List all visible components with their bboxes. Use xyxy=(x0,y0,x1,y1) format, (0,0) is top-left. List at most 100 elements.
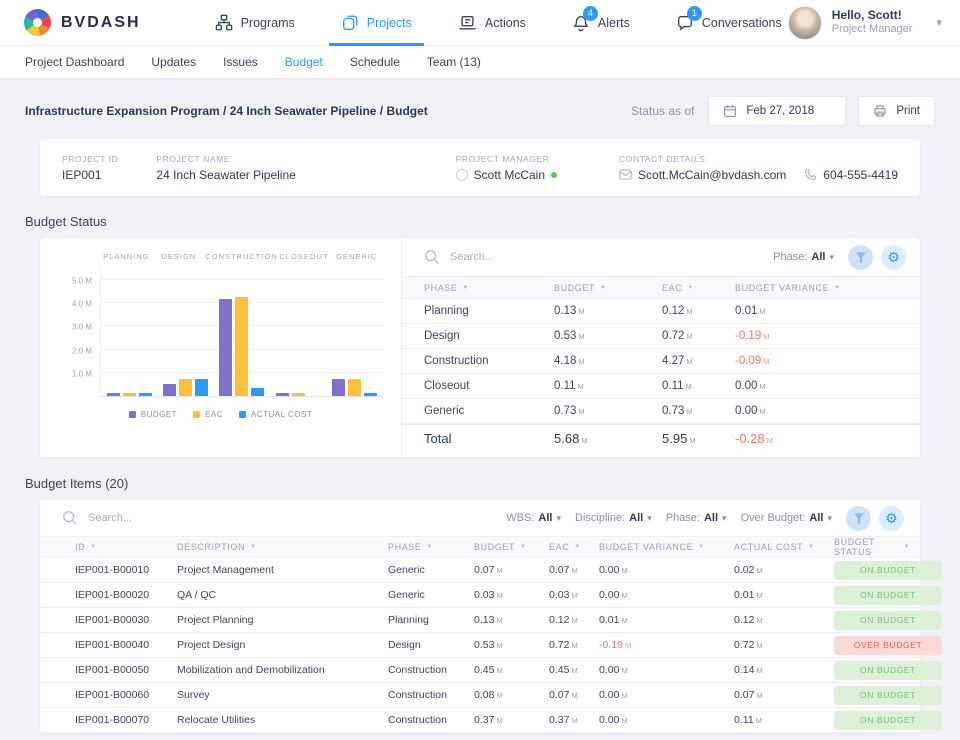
budget-status-search[interactable] xyxy=(424,249,773,265)
phone-value[interactable]: 604-555-4419 xyxy=(823,167,898,182)
printer-icon xyxy=(873,104,887,118)
user-role: Project Manager xyxy=(831,23,913,36)
email-icon xyxy=(619,169,632,180)
budget-items-col-id[interactable]: ID ▼ xyxy=(75,542,97,552)
budget-status-col-eac[interactable]: EAC ▼ xyxy=(662,282,694,293)
sort-icon: ▼ xyxy=(600,284,607,291)
brand[interactable]: BVDASH xyxy=(24,9,141,36)
chart-category-label: GENERIC xyxy=(336,252,378,261)
budget-items-col-budget-status[interactable]: BUDGET STATUS ▼ xyxy=(834,537,910,557)
alerts-icon: 4 xyxy=(572,5,598,32)
project-name-cell: PROJECT NAME 24 Inch Seawater Pipeline xyxy=(156,154,295,182)
nav-actions[interactable]: Actions xyxy=(446,0,538,45)
filter-discipline[interactable]: Discipline: All ▾ xyxy=(575,512,652,524)
nav-projects-label: Projects xyxy=(366,15,412,30)
budget-items-col-actual-cost[interactable]: ACTUAL COST ▼ xyxy=(734,542,815,552)
sub-nav-item-schedule[interactable]: Schedule xyxy=(349,55,400,69)
table-row[interactable]: IEP001-B00040 Project Design Design 0.53 M 0.… xyxy=(40,633,942,658)
filter-wbs[interactable]: WBS: All ▾ xyxy=(506,512,561,524)
total-variance-cell: -0.28 M xyxy=(735,431,773,446)
budget-status-col-budget-variance[interactable]: BUDGET VARIANCE ▼ xyxy=(735,282,841,293)
variance-cell: -0.09 M xyxy=(735,355,770,367)
status-badge: ON BUDGET xyxy=(834,710,942,730)
table-row[interactable]: Construction 4.18 M 4.27 M -0.09 M xyxy=(402,349,920,374)
date-picker[interactable]: Feb 27, 2018 xyxy=(708,96,847,126)
table-row[interactable]: IEP001-B00050 Mobilization and Demobiliza… xyxy=(40,658,942,683)
budget-status-col-phase[interactable]: PHASE ▼ xyxy=(424,282,470,293)
filter-value: All xyxy=(811,251,826,263)
table-row[interactable]: Generic 0.73 M 0.73 M 0.00 M xyxy=(402,399,920,424)
alerts-badge: 4 xyxy=(582,5,598,21)
bar-actual-cost-construction xyxy=(251,388,265,396)
budget-items-search-input[interactable] xyxy=(88,512,218,524)
email-value[interactable]: Scott.McCain@bvdash.com xyxy=(638,167,787,182)
nav-projects[interactable]: Projects xyxy=(328,0,425,46)
phase-cell: Planning xyxy=(424,305,469,317)
eac-cell: 0.12 M xyxy=(662,305,693,317)
budget-status-col-budget[interactable]: BUDGET ▼ xyxy=(554,282,607,293)
filter-funnel-button[interactable] xyxy=(848,244,873,270)
brand-name: BVDASH xyxy=(61,13,141,31)
contact-details-cell: CONTACT DETAILS Scott.McCain@bvdash.com xyxy=(619,154,898,182)
table-row[interactable]: IEP001-B00030 Project Planning Planning 0.1… xyxy=(40,608,942,633)
user-menu[interactable]: Hello, Scott! Project Manager ▾ xyxy=(787,0,942,45)
table-row[interactable]: IEP001-B00070 Relocate Utilities Construct… xyxy=(40,708,942,733)
settings-gear-button[interactable]: ⚙ xyxy=(881,244,906,270)
nav-programs[interactable]: Programs xyxy=(203,0,307,45)
filter-phase[interactable]: Phase: All ▾ xyxy=(773,251,834,263)
filter-phase[interactable]: Phase: All ▾ xyxy=(666,512,727,524)
budget-items-col-budget[interactable]: BUDGET ▼ xyxy=(474,542,527,552)
project-manager-name[interactable]: Scott McCain xyxy=(473,167,546,182)
sort-icon: ▼ xyxy=(834,284,841,291)
bar-group-planning xyxy=(106,393,152,396)
chevron-down-icon: ▾ xyxy=(722,512,727,523)
bar-eac-construction xyxy=(235,297,249,396)
conversations-badge: 1 xyxy=(686,5,702,21)
search-icon xyxy=(62,510,78,526)
budget-status-search-input[interactable] xyxy=(450,251,580,263)
variance-cell: 0.01 M xyxy=(599,614,628,626)
table-row[interactable]: Design 0.53 M 0.72 M -0.19 M xyxy=(402,324,920,349)
budget-items-col-description[interactable]: DESCRIPTION ▼ xyxy=(177,542,257,552)
sub-nav-item-issues[interactable]: Issues xyxy=(223,55,258,69)
bar-group-construction xyxy=(219,297,265,396)
eac-cell: 0.73 M xyxy=(662,405,693,417)
budget-cell: 0.53 M xyxy=(554,330,585,342)
programs-icon xyxy=(215,14,233,32)
table-row[interactable]: Planning 0.13 M 0.12 M 0.01 M xyxy=(402,299,920,324)
table-row[interactable]: IEP001-B00020 QA / QC Generic 0.03 M 0.03 M 0.0… xyxy=(40,583,942,608)
project-id-label: PROJECT ID xyxy=(62,153,119,164)
conversations-icon: 1 xyxy=(676,5,702,32)
budget-status-filters: Phase: All ▾ xyxy=(773,251,834,263)
filter-over-budget[interactable]: Over Budget: All ▾ xyxy=(741,512,832,524)
table-row[interactable]: IEP001-B00010 Project Management Generic 0.… xyxy=(40,558,942,583)
table-row[interactable]: IEP001-B00060 Survey Construction 0.08 M 0.07… xyxy=(40,683,942,708)
filter-label: Phase: xyxy=(665,512,700,524)
chevron-down-icon: ▾ xyxy=(827,512,832,523)
budget-cell: 4.18 M xyxy=(554,355,585,367)
budget-items-col-eac[interactable]: EAC ▼ xyxy=(549,542,581,552)
nav-alerts[interactable]: 4 Alerts xyxy=(560,0,642,45)
filter-funnel-button[interactable] xyxy=(846,505,871,531)
budget-items-col-phase[interactable]: PHASE ▼ xyxy=(388,542,434,552)
settings-gear-button[interactable]: ⚙ xyxy=(879,505,904,531)
variance-cell: 0.00 M xyxy=(735,405,766,417)
budget-status-header-row: PHASE ▼ BUDGET ▼ EAC ▼ BUDGET VARIANCE ▼ xyxy=(402,276,920,299)
print-button[interactable]: Print xyxy=(858,96,935,126)
sort-icon: ▼ xyxy=(808,544,815,550)
budget-items-col-budget-variance[interactable]: BUDGET VARIANCE ▼ xyxy=(599,542,705,552)
phase-cell: Construction xyxy=(388,664,447,676)
description-cell: Relocate Utilities xyxy=(177,714,256,726)
budget-items-search[interactable] xyxy=(62,510,506,526)
nav-conversations[interactable]: 1 Conversations xyxy=(664,0,794,45)
bar-group-design xyxy=(163,379,209,396)
budget-status-card: PLANNING DESIGN CONSTRUCTION CLOSEOUT GENERI… xyxy=(40,238,920,457)
sub-nav-item-budget[interactable]: Budget xyxy=(284,55,323,69)
sort-icon: ▼ xyxy=(574,544,581,550)
actual-cost-cell: 0.07 M xyxy=(734,689,763,701)
sub-nav-item-team-13[interactable]: Team (13) xyxy=(426,55,481,69)
sub-nav-item-project-dashboard[interactable]: Project Dashboard xyxy=(25,55,125,69)
table-row[interactable]: Closeout 0.11 M 0.11 M 0.00 M xyxy=(402,374,920,399)
status-badge: ON BUDGET xyxy=(834,610,942,630)
sub-nav-item-updates[interactable]: Updates xyxy=(151,55,197,69)
